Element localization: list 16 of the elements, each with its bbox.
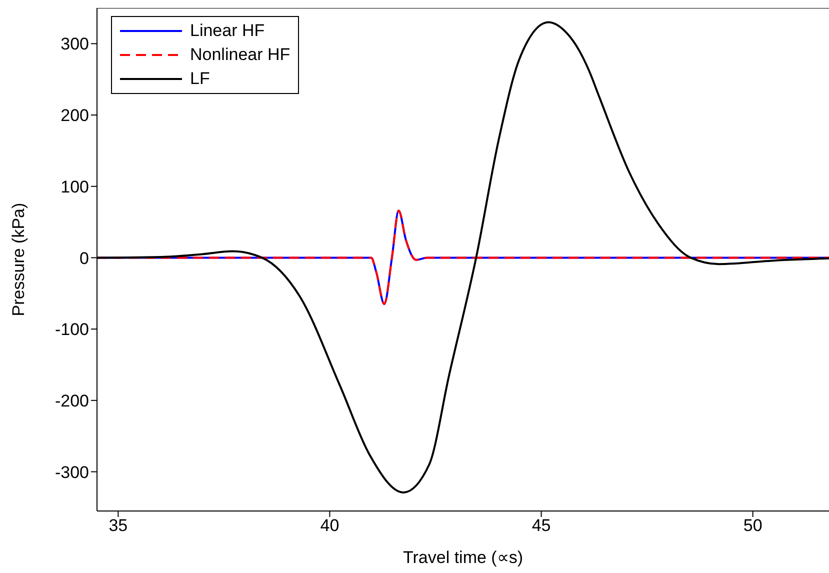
y-tick-label: 200 [60, 106, 89, 126]
y-tick-label: 300 [60, 34, 89, 54]
x-tick-label: 50 [743, 516, 762, 536]
legend-label: Nonlinear HF [190, 45, 290, 65]
x-tick-label: 40 [320, 516, 340, 536]
x-tick-label: 35 [108, 516, 128, 536]
y-axis-title: Pressure (kPa) [9, 202, 28, 316]
y-tick-label: -100 [54, 320, 89, 340]
y-tick-label: 0 [80, 248, 89, 268]
y-tick-label: -200 [54, 391, 89, 410]
legend-label: LF [190, 69, 210, 89]
x-axis-title: Travel time (∝s) [403, 548, 523, 567]
x-tick-label: 45 [532, 516, 551, 536]
legend-label: Linear HF [190, 21, 265, 41]
y-tick-label: 100 [60, 177, 89, 196]
y-tick-label: -300 [54, 462, 89, 482]
